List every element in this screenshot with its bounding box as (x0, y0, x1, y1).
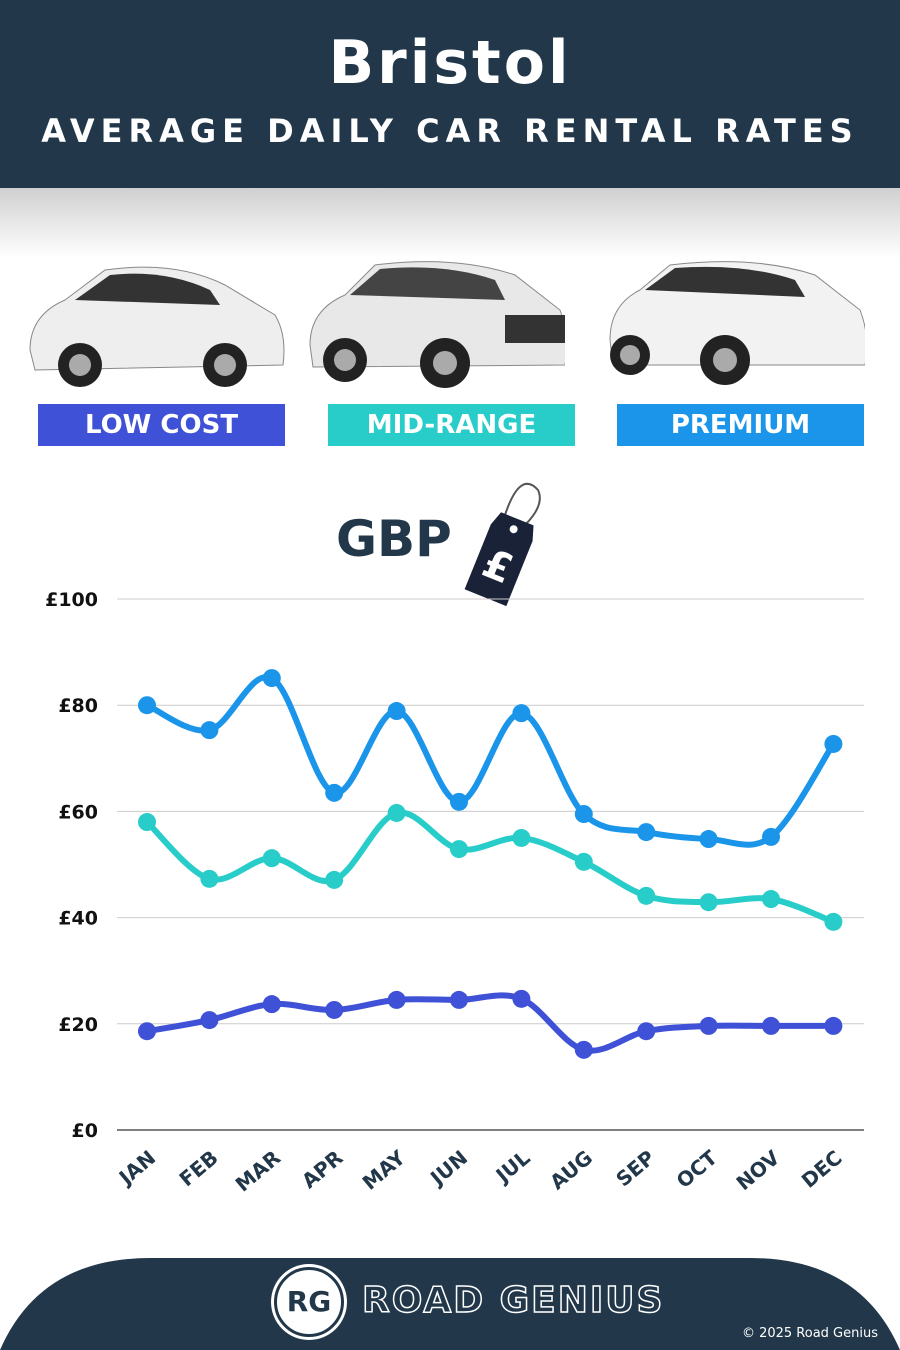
data-point (262, 995, 281, 1014)
header-shadow (0, 188, 900, 258)
y-tick-label: £20 (58, 1014, 98, 1036)
data-point (325, 1000, 344, 1019)
data-point (450, 792, 468, 811)
x-tick-label: DEC (797, 1145, 847, 1192)
data-point (574, 805, 593, 824)
data-point (824, 734, 843, 753)
mid-range-badge: MID-RANGE (328, 404, 575, 446)
series-line-premium (144, 673, 837, 848)
x-tick-label: FEB (175, 1145, 223, 1191)
data-point (262, 669, 281, 688)
data-point (574, 852, 593, 871)
data-point (200, 869, 219, 888)
data-point (762, 1016, 780, 1035)
low-cost-badge: LOW COST (38, 404, 285, 446)
data-point (138, 696, 156, 715)
data-point (699, 1016, 718, 1035)
x-tick-label: JUL (490, 1145, 535, 1188)
road-genius-logo: RG (274, 1267, 344, 1337)
x-tick-label: MAY (358, 1145, 411, 1195)
data-point (450, 840, 468, 859)
data-point (387, 990, 406, 1009)
page-subtitle: AVERAGE DAILY CAR RENTAL RATES (41, 112, 859, 150)
page-title: Bristol (328, 28, 572, 98)
premium-suv-image (609, 261, 865, 385)
y-tick-label: £60 (58, 801, 98, 823)
data-point (762, 890, 780, 909)
line-chart: £0 £20 £40 £60 £80 £100 JAN FEB MAR APR MAY JUN JUL A… (45, 589, 864, 1196)
logo-text: RG (286, 1285, 332, 1318)
y-tick-label: £0 (72, 1120, 98, 1142)
price-tag-icon: £ (464, 483, 541, 607)
x-tick-label: JUN (424, 1145, 472, 1191)
suv-car-image (309, 261, 565, 388)
data-point (824, 912, 843, 931)
x-tick-label: SEP (611, 1145, 659, 1191)
header: Bristol AVERAGE DAILY CAR RENTAL RATES (0, 0, 900, 188)
data-point (325, 870, 344, 889)
data-point (512, 704, 531, 723)
data-point (512, 989, 531, 1008)
y-tick-label: £80 (58, 695, 98, 717)
copyright: © 2025 Road Genius (741, 1326, 878, 1341)
data-point (637, 1022, 656, 1041)
series-line-mid-range (144, 809, 837, 925)
data-point (262, 849, 281, 868)
x-tick-label: APR (297, 1145, 347, 1193)
series-line-low-cost (144, 992, 837, 1054)
data-point (387, 803, 406, 822)
data-point (138, 813, 156, 832)
y-tick-label: £40 (58, 908, 98, 930)
hatchback-car-image (29, 266, 285, 387)
x-tick-label: OCT (672, 1145, 722, 1193)
data-point (387, 702, 406, 721)
x-tick-label: AUG (545, 1145, 597, 1194)
brand-name: ROAD GENIUS (361, 1279, 665, 1322)
data-point (762, 827, 780, 846)
data-point (574, 1040, 593, 1059)
data-point (512, 828, 531, 847)
x-tick-label: MAR (231, 1145, 285, 1196)
currency-label: GBP (336, 510, 452, 568)
data-point (637, 886, 656, 905)
x-tick-label: JAN (113, 1145, 160, 1190)
data-point (699, 830, 718, 849)
footer-background (0, 1258, 900, 1350)
premium-badge: PREMIUM (617, 404, 864, 446)
data-point (637, 823, 656, 842)
data-point (200, 1011, 219, 1030)
x-tick-label: NOV (731, 1145, 784, 1195)
data-point (450, 990, 468, 1009)
y-tick-label: £100 (45, 589, 98, 611)
data-point (138, 1022, 156, 1041)
data-point (325, 783, 344, 802)
data-point (824, 1016, 843, 1035)
data-point (200, 721, 219, 740)
data-point (699, 893, 718, 912)
